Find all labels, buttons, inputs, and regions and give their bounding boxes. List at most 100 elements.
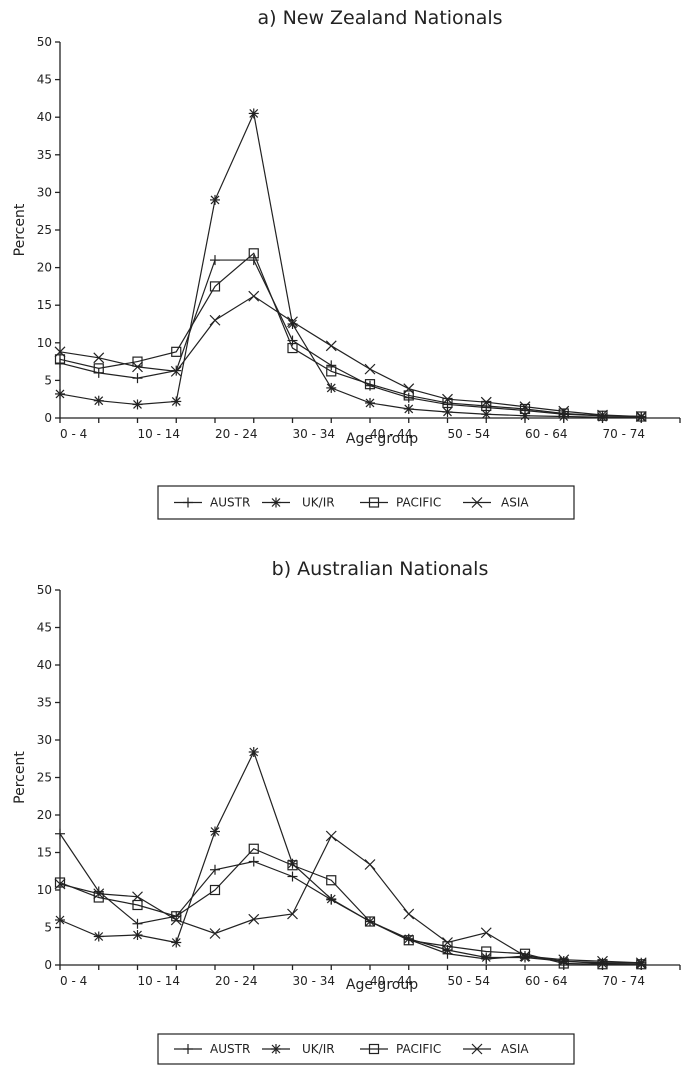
data-point <box>365 397 375 408</box>
data-point <box>326 366 337 377</box>
legend-label: ASIA <box>501 496 529 510</box>
data-point <box>54 878 66 890</box>
data-point <box>442 406 453 417</box>
y-tick-label: 35 <box>37 148 52 162</box>
x-tick-label: 0 - 4 <box>60 427 87 441</box>
y-tick-label: 35 <box>37 696 52 710</box>
data-point <box>480 396 492 408</box>
x-tick-label: 50 - 54 <box>448 427 491 441</box>
data-point <box>93 931 104 942</box>
data-point <box>481 946 492 957</box>
data-point <box>558 405 570 417</box>
data-point <box>55 388 65 399</box>
legend-label: PACIFIC <box>396 496 441 510</box>
legend-label: PACIFIC <box>396 1042 441 1056</box>
legend-item: AUSTR <box>174 1042 250 1056</box>
series-pacific <box>54 843 647 970</box>
x-tick-label: 30 - 34 <box>293 427 336 441</box>
legend-label: UK/IR <box>302 496 335 510</box>
y-tick-label: 30 <box>37 733 52 747</box>
data-point <box>558 954 570 966</box>
legend-marker <box>271 1044 281 1054</box>
legend-label: UK/IR <box>302 1042 335 1056</box>
data-point <box>442 937 453 948</box>
data-point <box>287 908 298 920</box>
data-point <box>287 342 298 354</box>
data-point <box>403 390 414 401</box>
x-tick-label: 60 - 64 <box>525 427 568 441</box>
data-point <box>635 957 647 969</box>
x-tick-label: 40 - 44 <box>370 974 413 988</box>
legend-marker <box>368 1043 380 1055</box>
data-point <box>132 373 143 384</box>
y-tick-label: 5 <box>44 921 52 935</box>
legend-item: UK/IR <box>262 1042 335 1056</box>
data-point <box>209 884 221 896</box>
y-tick-label: 0 <box>44 958 52 972</box>
data-point <box>325 830 337 842</box>
series-line <box>59 111 642 418</box>
data-point <box>248 108 259 119</box>
data-point <box>287 871 298 882</box>
data-point <box>170 914 182 926</box>
data-point <box>170 365 182 377</box>
data-point <box>55 915 65 925</box>
data-point <box>171 346 182 357</box>
data-point <box>210 826 220 837</box>
data-point <box>364 379 376 390</box>
y-tick-label: 5 <box>44 373 52 387</box>
legend-label: AUSTR <box>210 496 250 510</box>
data-point <box>558 408 569 419</box>
chart-title: b) Australian Nationals <box>272 558 489 580</box>
data-point <box>442 393 453 405</box>
data-point <box>597 409 608 421</box>
series-line <box>59 252 642 418</box>
y-axis-label: Percent <box>12 203 28 256</box>
x-axis-label: Age group <box>346 977 418 993</box>
series-uk-ir <box>55 747 647 970</box>
data-point <box>54 346 66 358</box>
data-point <box>326 875 337 886</box>
y-axis-label: Percent <box>12 751 28 804</box>
y-tick-label: 40 <box>37 658 52 672</box>
x-tick-label: 50 - 54 <box>448 974 491 988</box>
chart-panel-au: b) Australian Nationals 0 5 10 15 20 25 30 35 40 4… <box>12 558 681 1065</box>
data-point <box>132 930 143 940</box>
data-point <box>132 399 143 410</box>
series-austr <box>55 255 647 422</box>
data-point <box>171 396 182 407</box>
data-point <box>54 354 66 365</box>
series-asia <box>54 830 647 969</box>
data-point <box>635 411 647 422</box>
legend-item: AUSTR <box>174 496 250 510</box>
x-tick-label: 60 - 64 <box>525 974 568 988</box>
data-point <box>93 886 104 897</box>
data-point <box>636 959 647 970</box>
legend: AUSTR UK/IR PACIFIC ASIA <box>157 1033 575 1065</box>
y-tick-label: 40 <box>37 110 52 124</box>
data-point <box>209 314 221 326</box>
legend-item: ASIA <box>463 496 529 510</box>
y-tick-label: 0 <box>44 411 52 425</box>
series-uk-ir <box>55 108 647 423</box>
legend-item: UK/IR <box>262 496 335 510</box>
data-point <box>210 255 220 266</box>
y-tick-label: 25 <box>37 771 52 785</box>
data-point <box>558 956 569 967</box>
legend: AUSTR UK/IR PACIFIC ASIA <box>157 485 575 520</box>
y-tick-label: 50 <box>37 35 52 49</box>
y-tick-label: 20 <box>37 261 52 275</box>
legend-item: ASIA <box>463 1042 529 1056</box>
data-point <box>93 395 104 406</box>
x-tick-label: 70 - 74 <box>603 427 646 441</box>
data-point <box>55 828 65 839</box>
data-point <box>287 860 298 871</box>
data-point <box>519 401 531 413</box>
y-tick-label: 45 <box>37 73 52 87</box>
legend-item: PACIFIC <box>360 1042 441 1056</box>
data-point <box>287 316 298 328</box>
data-point <box>209 281 221 292</box>
data-point <box>326 360 337 371</box>
data-point <box>325 340 337 352</box>
